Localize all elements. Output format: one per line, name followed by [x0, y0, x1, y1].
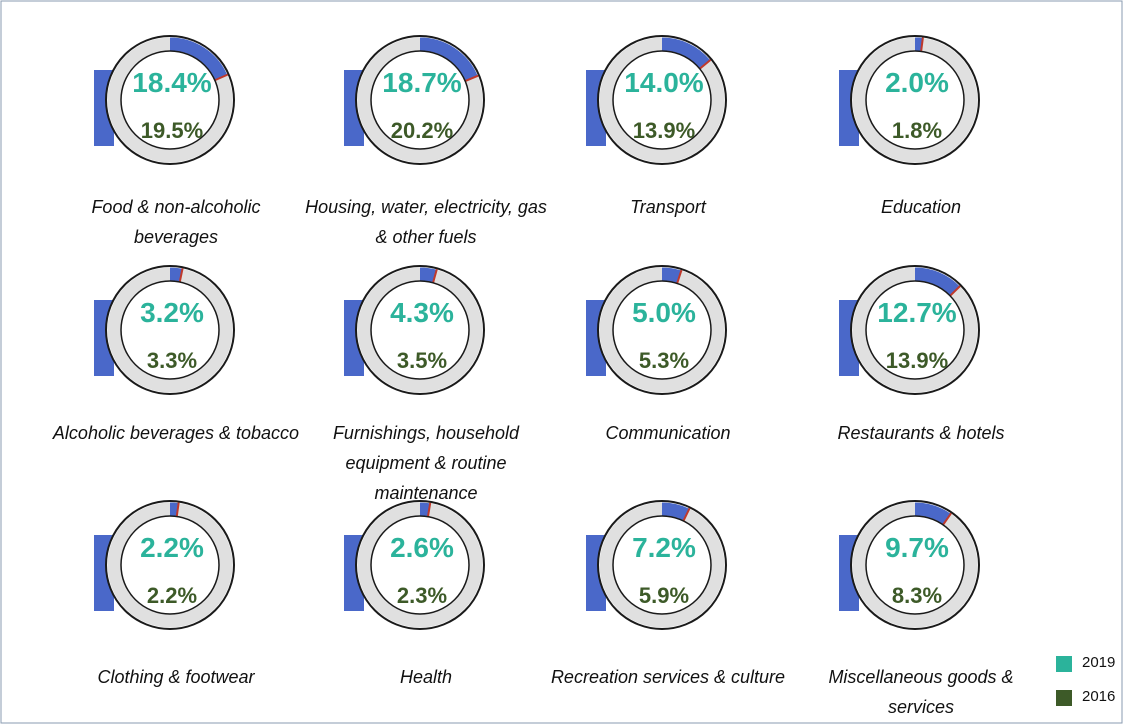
- category-label: Restaurants & hotels: [837, 423, 1005, 443]
- arc-edge: [432, 269, 438, 284]
- arc-edge: [175, 502, 180, 517]
- legend-label: 2019: [1082, 654, 1116, 671]
- donut-inner: [612, 280, 712, 380]
- donut-inner: [120, 280, 220, 380]
- donut-inner: [370, 515, 470, 615]
- value-label-2016: 19.5%: [141, 118, 203, 143]
- arc-edge: [942, 512, 952, 526]
- legend-swatch: [1056, 656, 1072, 672]
- arc-edge: [682, 507, 691, 522]
- value-label-2016: 5.3%: [639, 348, 689, 373]
- category-label: Transport: [630, 197, 706, 217]
- donut-arc: [914, 502, 951, 525]
- category-label: Health: [399, 667, 453, 687]
- donut-arc: [661, 267, 682, 283]
- value-label-2019: 18.4%: [132, 67, 211, 98]
- value-label-2016: 13.9%: [886, 348, 948, 373]
- value-label-2016: 5.9%: [639, 583, 689, 608]
- value-label-2019: 14.0%: [624, 67, 703, 98]
- donut-arc: [419, 267, 437, 283]
- donut-inner: [612, 50, 712, 150]
- arc-edge: [676, 269, 683, 284]
- category-label: Recreation services & culture: [550, 667, 786, 687]
- donut-inner: [120, 50, 220, 150]
- donut-arc: [419, 502, 431, 517]
- donut-arc: [661, 502, 690, 521]
- value-label-2016: 20.2%: [391, 118, 453, 143]
- value-label-2016: 3.3%: [147, 348, 197, 373]
- legend-swatch: [1056, 690, 1072, 706]
- donut-arc: [169, 267, 183, 282]
- arc-edge: [920, 37, 924, 52]
- category-label: Miscellaneous goods & services: [828, 667, 1014, 717]
- value-label-2016: 8.3%: [892, 583, 942, 608]
- value-label-2016: 1.8%: [892, 118, 942, 143]
- donut-inner: [120, 515, 220, 615]
- value-label-2019: 9.7%: [885, 532, 949, 563]
- category-label: Furnishings, household equipment & routi…: [332, 423, 520, 503]
- value-label-2019: 18.7%: [382, 67, 461, 98]
- donut-arc: [169, 37, 228, 81]
- arc-edge: [214, 73, 229, 82]
- category-label: Education: [880, 197, 962, 217]
- category-label: Communication: [605, 423, 731, 443]
- donut-arc: [914, 267, 960, 296]
- value-label-2019: 2.0%: [885, 67, 949, 98]
- value-label-2019: 2.6%: [390, 532, 454, 563]
- value-label-2019: 12.7%: [877, 297, 956, 328]
- donut-inner: [865, 515, 965, 615]
- donut-inner: [370, 280, 470, 380]
- category-label: Clothing & footwear: [97, 667, 255, 687]
- donut-inner: [370, 50, 470, 150]
- value-label-2019: 4.3%: [390, 297, 454, 328]
- donut-inner: [865, 280, 965, 380]
- donut-arc: [169, 502, 179, 516]
- arc-edge: [464, 74, 479, 83]
- value-label-2019: 3.2%: [140, 297, 204, 328]
- donut-arc: [419, 37, 478, 82]
- value-label-2016: 13.9%: [633, 118, 695, 143]
- donut-arc: [661, 37, 711, 69]
- legend-label: 2016: [1082, 688, 1116, 705]
- value-label-2019: 7.2%: [632, 532, 696, 563]
- arc-edge: [949, 285, 961, 297]
- arc-edge: [178, 268, 184, 283]
- donut-inner: [612, 515, 712, 615]
- category-label: Alcoholic beverages & tobacco: [52, 423, 300, 443]
- value-label-2019: 2.2%: [140, 532, 204, 563]
- arc-edge: [426, 502, 432, 517]
- value-label-2019: 5.0%: [632, 297, 696, 328]
- value-label-2016: 3.5%: [397, 348, 447, 373]
- category-label: Food & non-alcoholic beverages: [91, 197, 261, 247]
- value-label-2016: 2.3%: [397, 583, 447, 608]
- donut-inner: [865, 50, 965, 150]
- category-label: Housing, water, electricity, gas & other…: [305, 197, 547, 247]
- value-label-2016: 2.2%: [147, 583, 197, 608]
- arc-edge: [699, 59, 712, 70]
